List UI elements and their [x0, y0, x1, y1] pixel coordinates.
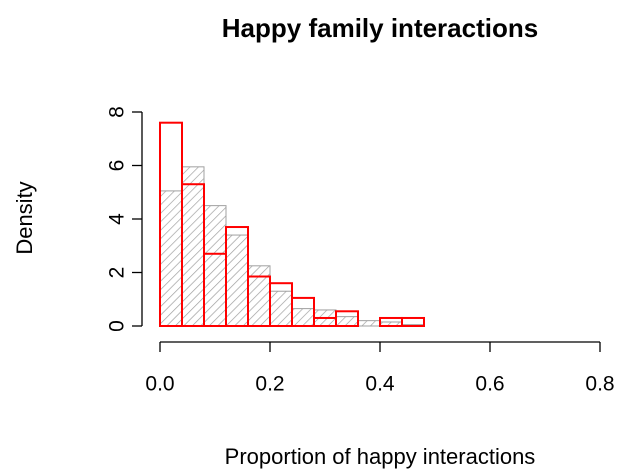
y-tick-label: 6 — [106, 160, 129, 172]
histogram-bar — [357, 320, 381, 327]
y-tick-label: 4 — [106, 213, 129, 225]
histogram-bar — [181, 166, 205, 327]
x-tick-label: 0.0 — [145, 373, 174, 396]
y-tick-label: 0 — [106, 320, 129, 332]
histogram-bar — [225, 234, 249, 327]
x-tick-label: 0.2 — [255, 373, 284, 396]
histogram-bar — [159, 190, 183, 327]
x-tick-label: 0.8 — [585, 373, 614, 396]
histogram-bar — [335, 310, 359, 328]
histogram-bar — [203, 205, 227, 327]
histogram-bar — [291, 296, 315, 328]
x-tick-label: 0.4 — [365, 373, 395, 396]
y-axis-label: Density — [12, 181, 37, 254]
histogram-bar — [401, 316, 425, 328]
histogram-bar — [291, 308, 315, 327]
x-axis-label: Proportion of happy interactions — [225, 444, 536, 469]
y-tick-label: 2 — [106, 267, 129, 279]
chart-title: Happy family interactions — [222, 13, 538, 43]
histogram-bar — [335, 316, 359, 327]
histogram-bar — [269, 290, 293, 327]
histogram-bar — [247, 265, 271, 327]
x-tick-label: 0.6 — [475, 373, 504, 396]
y-tick-label: 8 — [106, 106, 129, 118]
